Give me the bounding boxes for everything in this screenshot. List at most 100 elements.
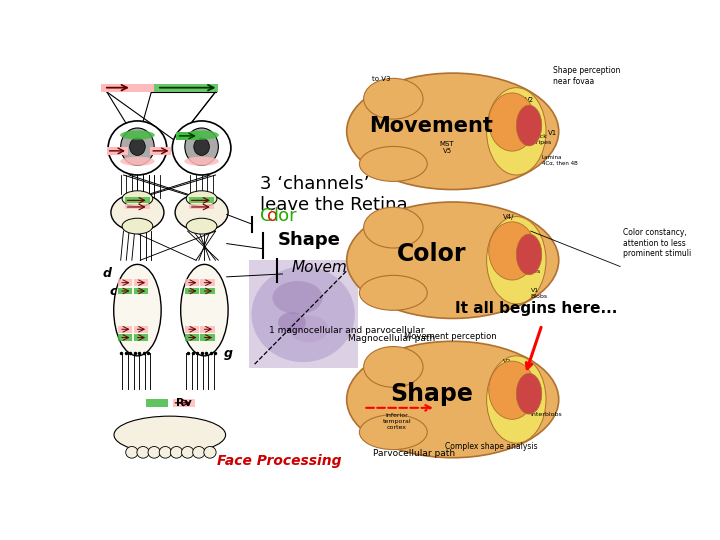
Text: Movement: Movement xyxy=(292,260,373,275)
Ellipse shape xyxy=(186,191,217,207)
Text: 3 ‘channels’
leave the Retina: 3 ‘channels’ leave the Retina xyxy=(260,175,408,214)
Text: C: C xyxy=(260,207,273,225)
Ellipse shape xyxy=(108,121,167,175)
Ellipse shape xyxy=(171,447,183,458)
Text: V1: V1 xyxy=(548,131,557,137)
Text: Shape: Shape xyxy=(390,382,473,406)
Bar xyxy=(200,288,215,294)
Text: It all begins here...: It all begins here... xyxy=(455,301,618,315)
Ellipse shape xyxy=(204,447,216,458)
Ellipse shape xyxy=(122,218,153,234)
Bar xyxy=(185,326,199,333)
Text: to V3: to V3 xyxy=(372,77,390,83)
Ellipse shape xyxy=(181,447,194,458)
Bar xyxy=(125,198,150,203)
Text: Rv: Rv xyxy=(176,398,192,408)
Text: g: g xyxy=(224,347,233,360)
Ellipse shape xyxy=(184,157,219,166)
Ellipse shape xyxy=(489,93,536,151)
Ellipse shape xyxy=(251,266,355,362)
Text: V1
Interblobs: V1 Interblobs xyxy=(531,407,562,417)
Text: d: d xyxy=(102,267,111,280)
Ellipse shape xyxy=(120,131,155,140)
Ellipse shape xyxy=(364,207,423,248)
Text: Thick
stripes: Thick stripes xyxy=(531,134,552,145)
Text: c: c xyxy=(109,285,117,298)
Bar xyxy=(185,334,199,341)
Bar xyxy=(200,326,215,333)
Bar xyxy=(200,279,215,286)
Bar xyxy=(133,334,148,341)
Bar xyxy=(200,334,215,341)
Ellipse shape xyxy=(347,73,559,190)
Ellipse shape xyxy=(111,194,164,231)
Ellipse shape xyxy=(137,447,149,458)
Ellipse shape xyxy=(347,341,559,458)
Ellipse shape xyxy=(126,447,138,458)
Bar xyxy=(133,326,148,333)
Ellipse shape xyxy=(516,105,541,146)
Text: Lamina
4Cα, then 4B: Lamina 4Cα, then 4B xyxy=(542,155,577,166)
Bar xyxy=(189,204,215,210)
Ellipse shape xyxy=(148,447,161,458)
Text: Color constancy,
attention to less
prominent stimuli: Color constancy, attention to less promi… xyxy=(623,228,691,258)
Bar xyxy=(107,147,128,154)
Text: Inferior
temporal
cortex: Inferior temporal cortex xyxy=(382,413,411,430)
Bar xyxy=(118,326,132,333)
Ellipse shape xyxy=(185,128,218,165)
Ellipse shape xyxy=(130,138,145,156)
Ellipse shape xyxy=(364,78,423,119)
Text: Complex shape analysis: Complex shape analysis xyxy=(446,442,538,451)
Ellipse shape xyxy=(184,131,219,140)
Ellipse shape xyxy=(193,447,205,458)
Ellipse shape xyxy=(487,87,546,175)
Ellipse shape xyxy=(120,157,155,166)
Ellipse shape xyxy=(186,218,217,234)
Text: Shape perception
near fovaa: Shape perception near fovaa xyxy=(553,66,621,85)
Text: Thin
stripes: Thin stripes xyxy=(520,263,541,274)
Bar xyxy=(189,198,215,203)
Text: Face Processing: Face Processing xyxy=(217,454,342,468)
Ellipse shape xyxy=(516,234,541,275)
Ellipse shape xyxy=(359,275,427,310)
Text: MST
V5: MST V5 xyxy=(440,141,454,154)
Text: Magnocellular path: Magnocellular path xyxy=(348,334,435,343)
Ellipse shape xyxy=(122,191,153,207)
Ellipse shape xyxy=(272,281,323,314)
Bar xyxy=(118,334,132,341)
Text: Movement perception: Movement perception xyxy=(404,332,496,341)
Bar xyxy=(176,132,199,140)
Ellipse shape xyxy=(159,447,171,458)
Ellipse shape xyxy=(175,194,228,231)
Ellipse shape xyxy=(489,361,536,420)
Ellipse shape xyxy=(359,415,427,450)
Bar xyxy=(133,279,148,286)
Bar xyxy=(154,84,218,92)
Text: V2: V2 xyxy=(520,243,528,249)
Text: V1
Blobs: V1 Blobs xyxy=(531,288,548,299)
Text: Movement: Movement xyxy=(369,116,493,136)
Ellipse shape xyxy=(359,146,427,181)
Bar xyxy=(145,399,168,407)
Ellipse shape xyxy=(121,128,154,165)
Text: o: o xyxy=(267,207,279,225)
Text: V2
Pale
stripes: V2 Pale stripes xyxy=(503,359,524,376)
Ellipse shape xyxy=(487,356,546,443)
Ellipse shape xyxy=(364,347,423,387)
Bar xyxy=(249,260,358,368)
Text: V2: V2 xyxy=(526,97,534,103)
Ellipse shape xyxy=(487,217,546,304)
Ellipse shape xyxy=(114,416,225,454)
Text: Parvocellular path: Parvocellular path xyxy=(372,449,455,458)
Ellipse shape xyxy=(289,315,328,342)
Ellipse shape xyxy=(347,202,559,319)
Bar xyxy=(118,288,132,294)
Bar xyxy=(101,84,154,92)
Text: lor: lor xyxy=(274,207,297,225)
Bar xyxy=(125,204,150,210)
Ellipse shape xyxy=(278,312,306,333)
Ellipse shape xyxy=(194,138,210,156)
Ellipse shape xyxy=(489,222,536,280)
Ellipse shape xyxy=(114,265,161,356)
Text: Color: Color xyxy=(397,242,467,266)
